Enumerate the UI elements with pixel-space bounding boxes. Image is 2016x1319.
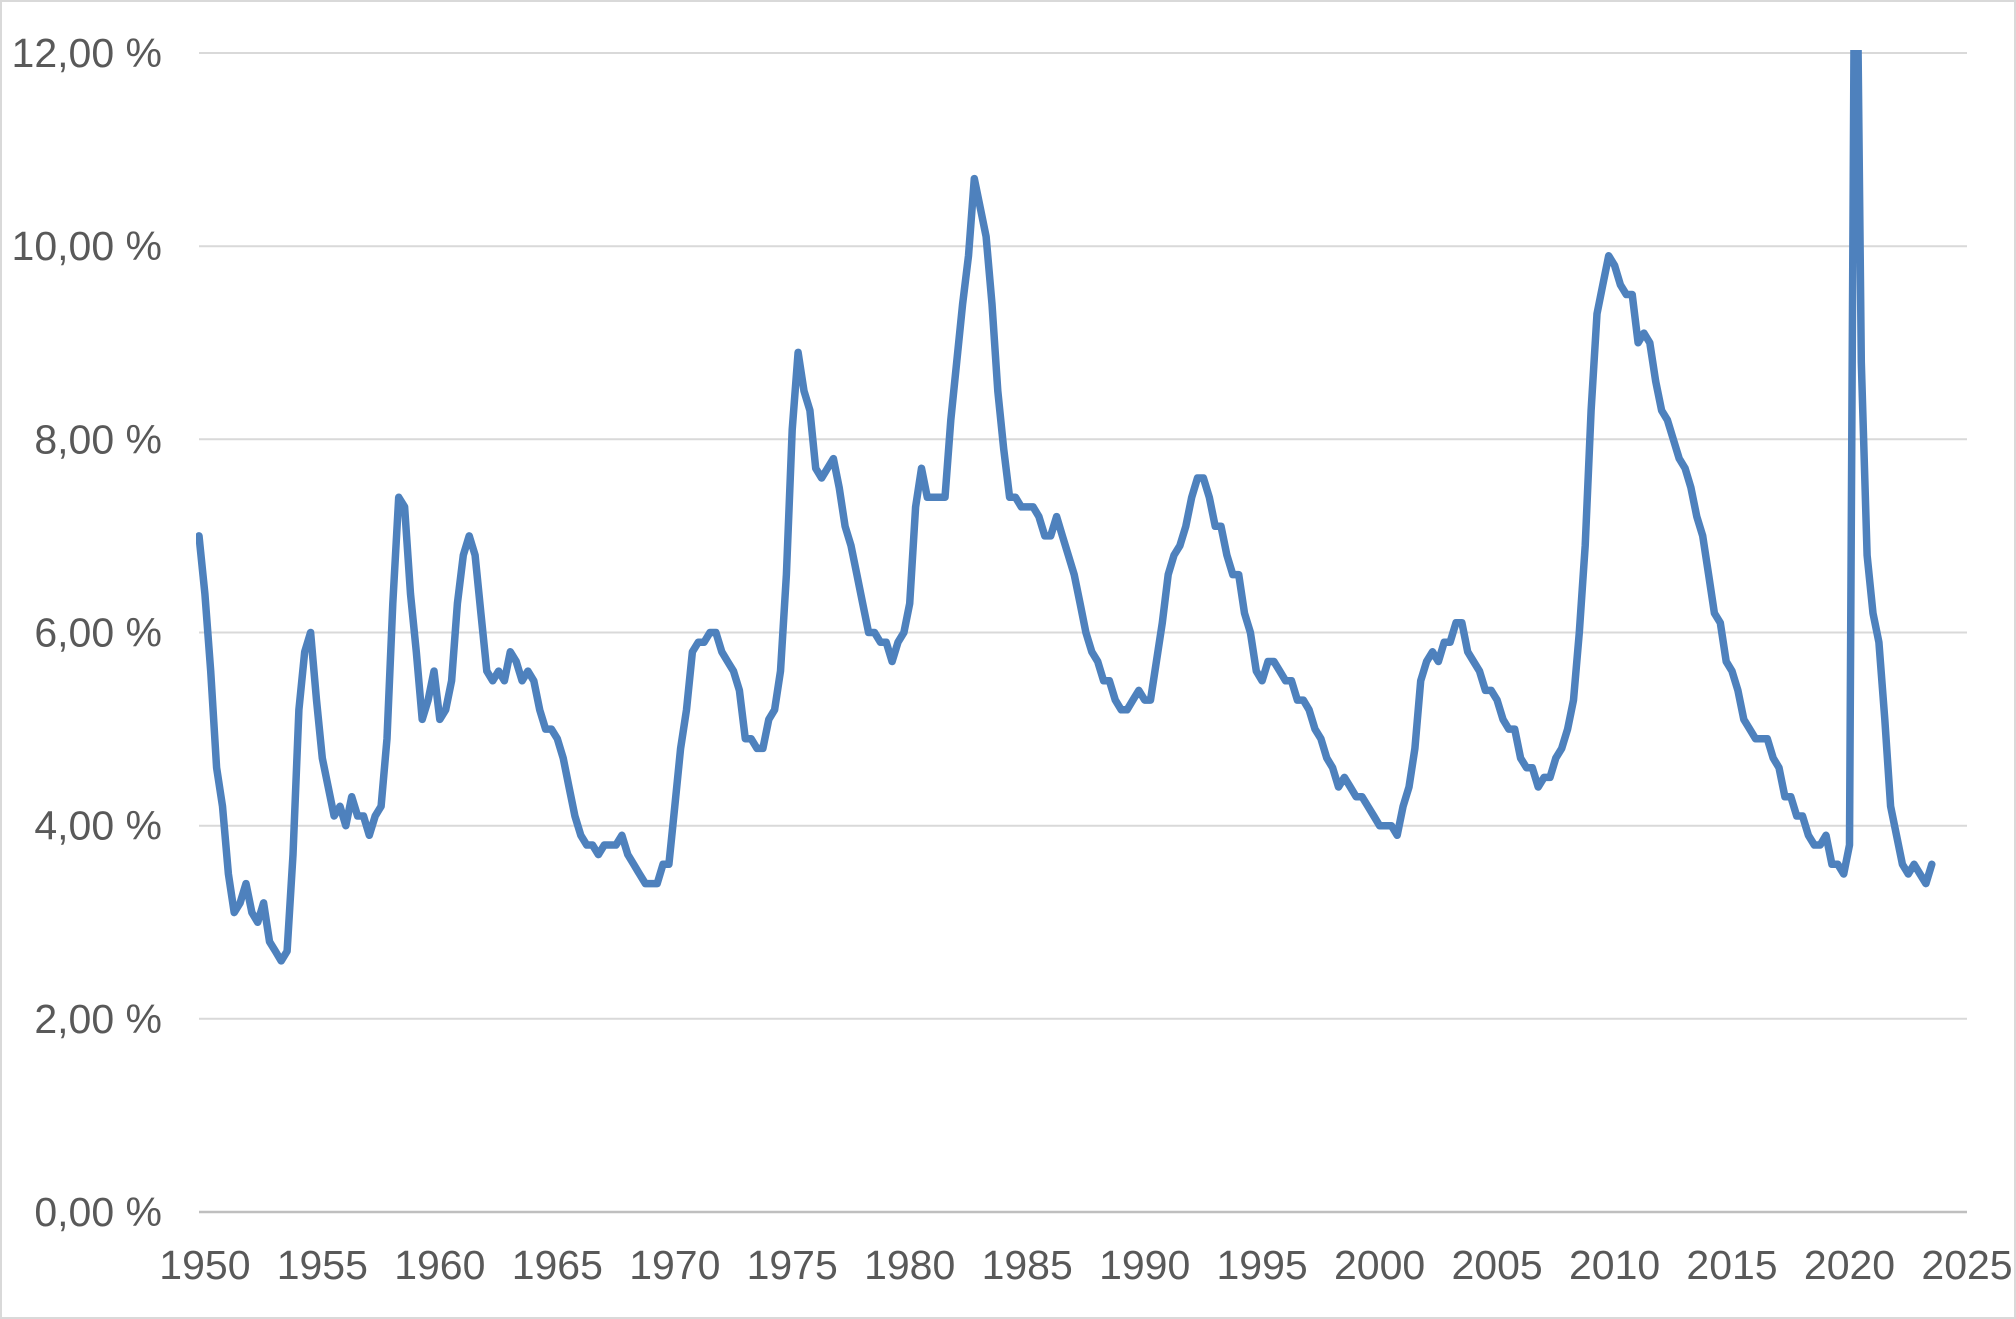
x-tick-label-1980: 1980	[864, 1242, 955, 1288]
x-tick-label-1960: 1960	[394, 1242, 485, 1288]
y-tick-label-12: 12,00 %	[12, 30, 162, 76]
y-tick-label-6: 6,00 %	[34, 610, 162, 656]
x-axis-tick-labels: 1950 1955 1960 1965 1970 1975 1980 1985 1990 1995…	[159, 1242, 2012, 1288]
x-tick-label-2005: 2005	[1451, 1242, 1542, 1288]
y-tick-label-10: 10,00 %	[12, 223, 162, 269]
x-tick-label-2015: 2015	[1686, 1242, 1777, 1288]
x-tick-label-1970: 1970	[629, 1242, 720, 1288]
x-tick-label-2000: 2000	[1334, 1242, 1425, 1288]
x-tick-label-1985: 1985	[982, 1242, 1073, 1288]
series-line-unemployment-rate-percent-quarterly	[196, 50, 1936, 965]
x-tick-label-1975: 1975	[747, 1242, 838, 1288]
x-tick-label-1955: 1955	[277, 1242, 368, 1288]
x-tick-label-1950: 1950	[159, 1242, 250, 1288]
y-tick-label-2: 2,00 %	[34, 996, 162, 1042]
x-tick-label-1965: 1965	[512, 1242, 603, 1288]
y-tick-label-4: 4,00 %	[34, 803, 162, 849]
y-tick-label-8: 8,00 %	[34, 416, 162, 462]
x-tick-label-2020: 2020	[1804, 1242, 1895, 1288]
series-group	[196, 50, 1936, 965]
y-tick-label-0: 0,00 %	[34, 1189, 162, 1235]
x-tick-label-1995: 1995	[1216, 1242, 1307, 1288]
x-tick-label-2025: 2025	[1921, 1242, 2012, 1288]
x-tick-label-2010: 2010	[1569, 1242, 1660, 1288]
y-axis-tick-labels: 0,00 % 2,00 % 4,00 % 6,00 % 8,00 % 10,00 % 12,…	[12, 30, 162, 1235]
x-tick-label-1990: 1990	[1099, 1242, 1190, 1288]
